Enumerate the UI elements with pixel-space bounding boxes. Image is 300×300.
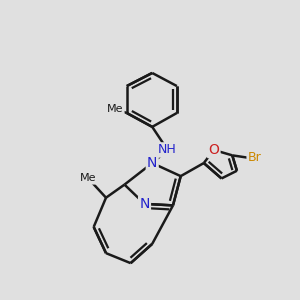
Text: O: O: [208, 143, 219, 157]
Text: N: N: [139, 197, 150, 211]
Text: NH: NH: [158, 143, 177, 157]
Text: N: N: [147, 156, 158, 170]
Text: Br: Br: [248, 151, 261, 164]
Text: Me: Me: [107, 104, 124, 114]
Text: Me: Me: [80, 173, 97, 183]
